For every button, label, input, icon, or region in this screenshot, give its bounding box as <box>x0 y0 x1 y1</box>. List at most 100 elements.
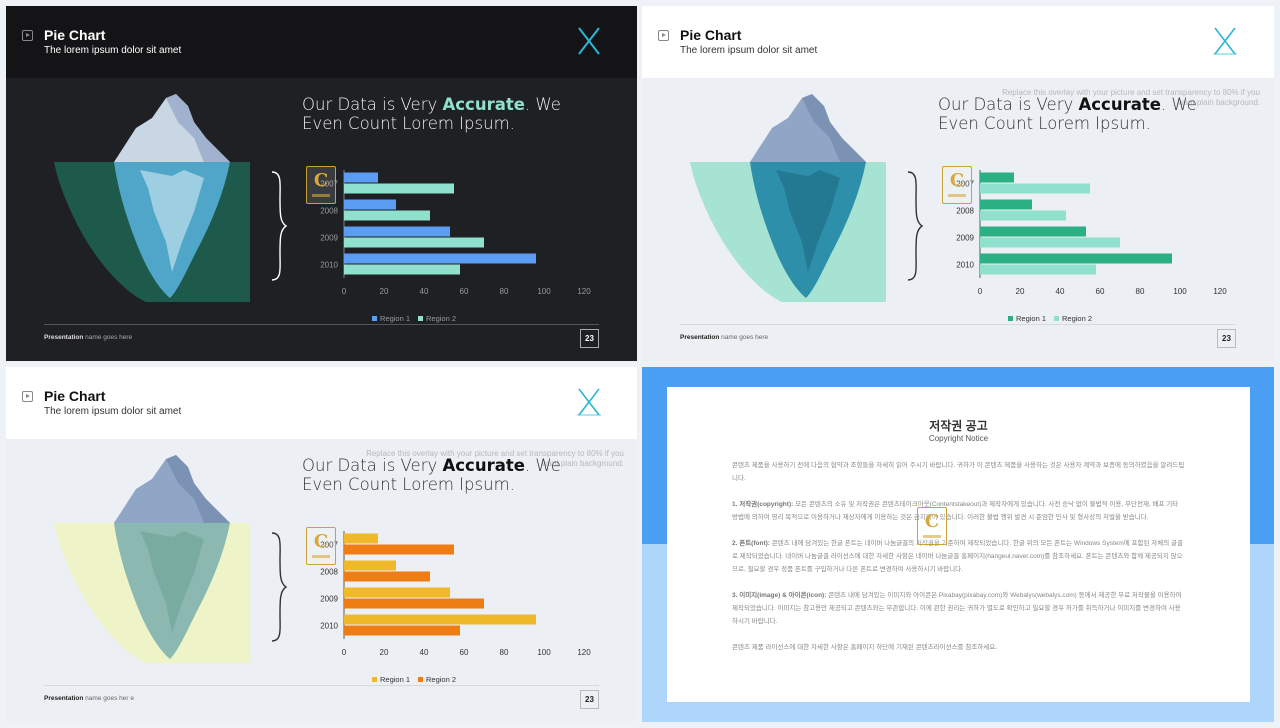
y-tick-label: 2010 <box>320 261 338 270</box>
legend-label: Region 2 <box>426 675 456 684</box>
bar-region-1 <box>344 533 378 544</box>
bar-region-1 <box>344 253 536 264</box>
y-tick-label: 2008 <box>320 207 338 216</box>
copyright-body: 콘텐츠 제품을 사용하기 전에 다음의 협약과 조항들을 자세히 읽어 주시기 … <box>732 459 1185 667</box>
brand-x-logo-icon <box>577 388 601 416</box>
legend-swatch <box>418 316 423 321</box>
copyright-title: 저작권 공고 <box>929 419 988 433</box>
slide-thumbnail-dark[interactable]: Pie Chart The lorem ipsum dolor sit amet… <box>6 6 637 361</box>
footer-text: Presentation name goes here <box>44 334 133 341</box>
x-tick-label: 0 <box>342 648 347 657</box>
x-tick-label: 80 <box>500 648 509 657</box>
bar-region-1 <box>980 253 1172 264</box>
copyright-subtitle: Copyright Notice <box>928 434 989 443</box>
x-tick-label: 0 <box>342 287 347 296</box>
iceberg-illustration <box>54 455 250 663</box>
slide-subtitle: The lorem ipsum dolor sit amet <box>44 406 182 417</box>
x-tick-label: 20 <box>380 287 389 296</box>
copyright-section: 2. 폰트(font): 콘텐츠 내에 담겨있는 한글 폰트는 네이버 나눔글꼴… <box>732 540 1184 573</box>
footer-text: Presentation name goes here <box>680 334 769 341</box>
bar-region-1 <box>980 199 1032 210</box>
curly-brace-icon <box>271 171 288 281</box>
legend-swatch <box>1054 316 1059 321</box>
slide-header: Pie Chart The lorem ipsum dolor sit amet <box>642 6 1274 78</box>
copyright-section: 1. 저작권(copyright): 모든 콘텐츠의 소유 및 저작권은 콘텐츠… <box>732 501 1179 521</box>
x-tick-label: 80 <box>500 287 509 296</box>
x-tick-label: 80 <box>1136 287 1145 296</box>
bar-region-1 <box>344 614 536 625</box>
y-tick-label: 2010 <box>320 622 338 631</box>
legend-swatch <box>418 677 423 682</box>
legend-swatch <box>1008 316 1013 321</box>
bar-region-2 <box>980 210 1066 221</box>
slide-headline: Our Data is Very Accurate. We Even Count… <box>302 456 561 494</box>
stamp-watermark-icon <box>917 507 947 545</box>
x-tick-label: 100 <box>537 287 551 296</box>
bar-region-1 <box>344 199 396 210</box>
x-tick-label: 120 <box>1213 287 1227 296</box>
footer-divider <box>44 685 599 686</box>
bar-region-2 <box>980 183 1090 194</box>
bar-region-2 <box>344 210 430 221</box>
bar-region-2 <box>980 237 1120 248</box>
stamp-watermark-icon <box>942 166 972 204</box>
slide-title: Pie Chart <box>680 27 742 43</box>
legend-label: Region 1 <box>1016 314 1046 323</box>
bar-region-2 <box>344 598 484 609</box>
x-tick-label: 40 <box>420 287 429 296</box>
footer-divider <box>680 324 1236 325</box>
footer-text: Presentation name goes her e <box>44 695 134 702</box>
legend-swatch <box>372 677 377 682</box>
curly-brace-icon <box>271 532 288 642</box>
x-tick-label: 20 <box>1016 287 1025 296</box>
x-tick-label: 60 <box>1096 287 1105 296</box>
slide-headline: Our Data is Very Accurate. We Even Count… <box>938 95 1197 133</box>
stamp-watermark-icon <box>306 527 336 565</box>
bar-region-2 <box>344 625 460 636</box>
x-tick-label: 120 <box>577 287 591 296</box>
slide-header: Pie Chart The lorem ipsum dolor sit amet <box>6 6 637 78</box>
play-icon <box>22 391 33 402</box>
y-tick-label: 2009 <box>320 234 338 243</box>
bar-region-1 <box>344 560 396 571</box>
y-tick-label: 2008 <box>320 568 338 577</box>
bar-region-1 <box>980 226 1086 237</box>
slide-title: Pie Chart <box>44 27 106 43</box>
copyright-outro: 콘텐츠 제품 라이선스에 대한 자세한 사항은 홈페이지 하단에 기재된 콘텐츠… <box>732 644 998 651</box>
bar-region-2 <box>344 264 460 275</box>
y-tick-label: 2010 <box>956 261 974 270</box>
slide-subtitle: The lorem ipsum dolor sit amet <box>680 45 818 56</box>
page-number: 23 <box>1217 329 1236 348</box>
x-tick-label: 100 <box>1173 287 1187 296</box>
copyright-intro: 콘텐츠 제품을 사용하기 전에 다음의 협약과 조항들을 자세히 읽어 주시기 … <box>732 462 1185 482</box>
legend-label: Region 2 <box>426 314 456 323</box>
legend-swatch <box>372 316 377 321</box>
x-tick-label: 0 <box>978 287 983 296</box>
slide-header: Pie Chart The lorem ipsum dolor sit amet <box>6 367 637 439</box>
slide-thumbnail-copyright[interactable]: 저작권 공고 Copyright Notice 콘텐츠 제품을 사용하기 전에 … <box>642 367 1274 722</box>
y-tick-label: 2009 <box>320 595 338 604</box>
x-tick-label: 120 <box>577 648 591 657</box>
y-tick-label: 2008 <box>956 207 974 216</box>
bar-region-2 <box>344 571 430 582</box>
bar-region-2 <box>344 237 484 248</box>
curly-brace-icon <box>907 171 924 281</box>
bar-region-1 <box>980 172 1014 183</box>
slide-headline: Our Data is Very Accurate. We Even Count… <box>302 95 561 133</box>
brand-x-logo-icon <box>1213 27 1237 55</box>
legend-label: Region 1 <box>380 675 410 684</box>
x-tick-label: 60 <box>460 648 469 657</box>
slide-thumbnail-orange[interactable]: Pie Chart The lorem ipsum dolor sit amet… <box>6 367 637 722</box>
bar-region-2 <box>344 183 454 194</box>
x-tick-label: 40 <box>1056 287 1065 296</box>
slide-thumbnail-green[interactable]: Pie Chart The lorem ipsum dolor sit amet… <box>642 6 1274 361</box>
page-number: 23 <box>580 690 599 709</box>
brand-x-logo-icon <box>578 27 600 55</box>
bar-region-1 <box>344 226 450 237</box>
x-tick-label: 20 <box>380 648 389 657</box>
x-tick-label: 60 <box>460 287 469 296</box>
bar-region-1 <box>344 172 378 183</box>
page-number: 23 <box>580 329 599 348</box>
